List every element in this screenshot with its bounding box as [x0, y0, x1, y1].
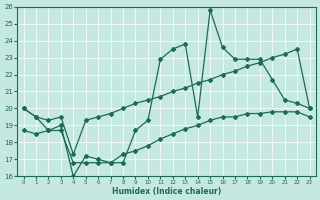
- X-axis label: Humidex (Indice chaleur): Humidex (Indice chaleur): [112, 187, 221, 196]
